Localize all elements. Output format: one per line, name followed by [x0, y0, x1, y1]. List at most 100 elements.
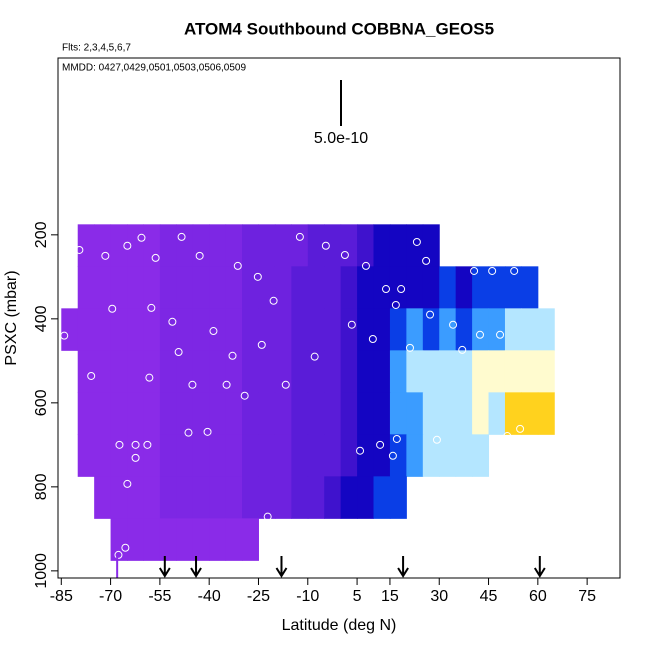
- cell: [225, 224, 243, 267]
- observation-point: [391, 300, 400, 309]
- cell: [258, 224, 276, 267]
- observation-point: [568, 407, 577, 416]
- cell: [242, 350, 259, 393]
- observation-point: [356, 446, 365, 455]
- x-tick-label: -55: [148, 588, 171, 605]
- cell: [291, 476, 309, 519]
- observation-point: [516, 424, 525, 433]
- cell: [143, 434, 161, 477]
- cell: [159, 224, 177, 267]
- cell: [143, 392, 161, 435]
- cell: [472, 392, 490, 435]
- cell: [521, 308, 539, 351]
- cell: [209, 392, 227, 435]
- y-axis-label: PSXC (mbar): [3, 270, 20, 365]
- cell: [357, 392, 375, 435]
- observation-point: [115, 440, 124, 449]
- cell: [307, 434, 325, 477]
- cell: [77, 308, 95, 351]
- cell: [258, 392, 276, 435]
- cell: [94, 224, 112, 267]
- cell: [192, 392, 210, 435]
- observation-point: [488, 266, 497, 275]
- cell: [77, 350, 95, 393]
- cell: [192, 434, 210, 477]
- observation-point: [195, 251, 204, 260]
- cell: [389, 476, 407, 519]
- cell: [225, 308, 243, 351]
- cell: [176, 476, 194, 519]
- x-tick-label: 15: [381, 588, 399, 605]
- cell: [192, 350, 210, 393]
- cell: [77, 392, 95, 435]
- cell: [357, 308, 375, 351]
- x-tick-label: -10: [296, 588, 319, 605]
- observation-point: [121, 543, 130, 552]
- observation-point: [174, 348, 183, 357]
- cell: [455, 434, 473, 477]
- cell: [110, 518, 128, 561]
- observation-point: [257, 340, 266, 349]
- observation-point: [496, 330, 505, 339]
- cell: [127, 434, 144, 477]
- observation-point: [240, 391, 249, 400]
- observation-point: [253, 272, 262, 281]
- x-axis-label: Latitude (deg N): [282, 617, 397, 634]
- cell: [521, 266, 539, 309]
- cell: [340, 392, 358, 435]
- subtitle: Flts: 2,3,4,5,6,7: [62, 43, 131, 54]
- cell: [472, 434, 490, 477]
- x-tick-label: 5: [353, 588, 362, 605]
- observation-point: [405, 343, 414, 352]
- observation-point: [510, 266, 519, 275]
- cell: [127, 350, 144, 393]
- cell: [324, 434, 342, 477]
- observation-point: [123, 479, 132, 488]
- cell: [357, 434, 375, 477]
- cell: [357, 266, 375, 309]
- cell: [537, 308, 555, 351]
- cell: [439, 392, 457, 435]
- observation-point: [60, 331, 69, 340]
- cell: [439, 434, 457, 477]
- observation-point: [321, 241, 330, 250]
- cell: [422, 224, 440, 267]
- cell: [373, 266, 391, 309]
- cell: [159, 266, 177, 309]
- cell: [373, 476, 391, 519]
- cell: [94, 476, 112, 519]
- cell: [324, 350, 342, 393]
- observation-point: [123, 241, 132, 250]
- cell: [127, 392, 144, 435]
- cell: [159, 476, 177, 519]
- cell: [143, 308, 161, 351]
- scale-label: 5.0e-10: [314, 130, 368, 147]
- cell: [307, 392, 325, 435]
- cell: [537, 350, 555, 393]
- cell: [472, 350, 490, 393]
- overlay: [60, 232, 577, 578]
- cell: [110, 308, 128, 351]
- observation-point: [397, 285, 406, 294]
- cell: [455, 392, 473, 435]
- cell: [143, 350, 161, 393]
- cell: [209, 350, 227, 393]
- observation-point: [114, 550, 123, 559]
- cell: [274, 224, 292, 267]
- cell: [274, 392, 292, 435]
- x-tick-label: -85: [50, 588, 73, 605]
- x-tick-label: -25: [247, 588, 270, 605]
- observation-point: [295, 232, 304, 241]
- cell: [324, 266, 342, 309]
- cell: [291, 350, 309, 393]
- cell: [209, 266, 227, 309]
- observation-point: [143, 440, 152, 449]
- cell: [340, 224, 358, 267]
- cell: [176, 434, 194, 477]
- observation-point: [392, 434, 401, 443]
- observation-point: [388, 451, 397, 460]
- cell: [127, 224, 144, 267]
- plot-frame: [57, 57, 621, 579]
- cell: [274, 434, 292, 477]
- cell: [94, 266, 112, 309]
